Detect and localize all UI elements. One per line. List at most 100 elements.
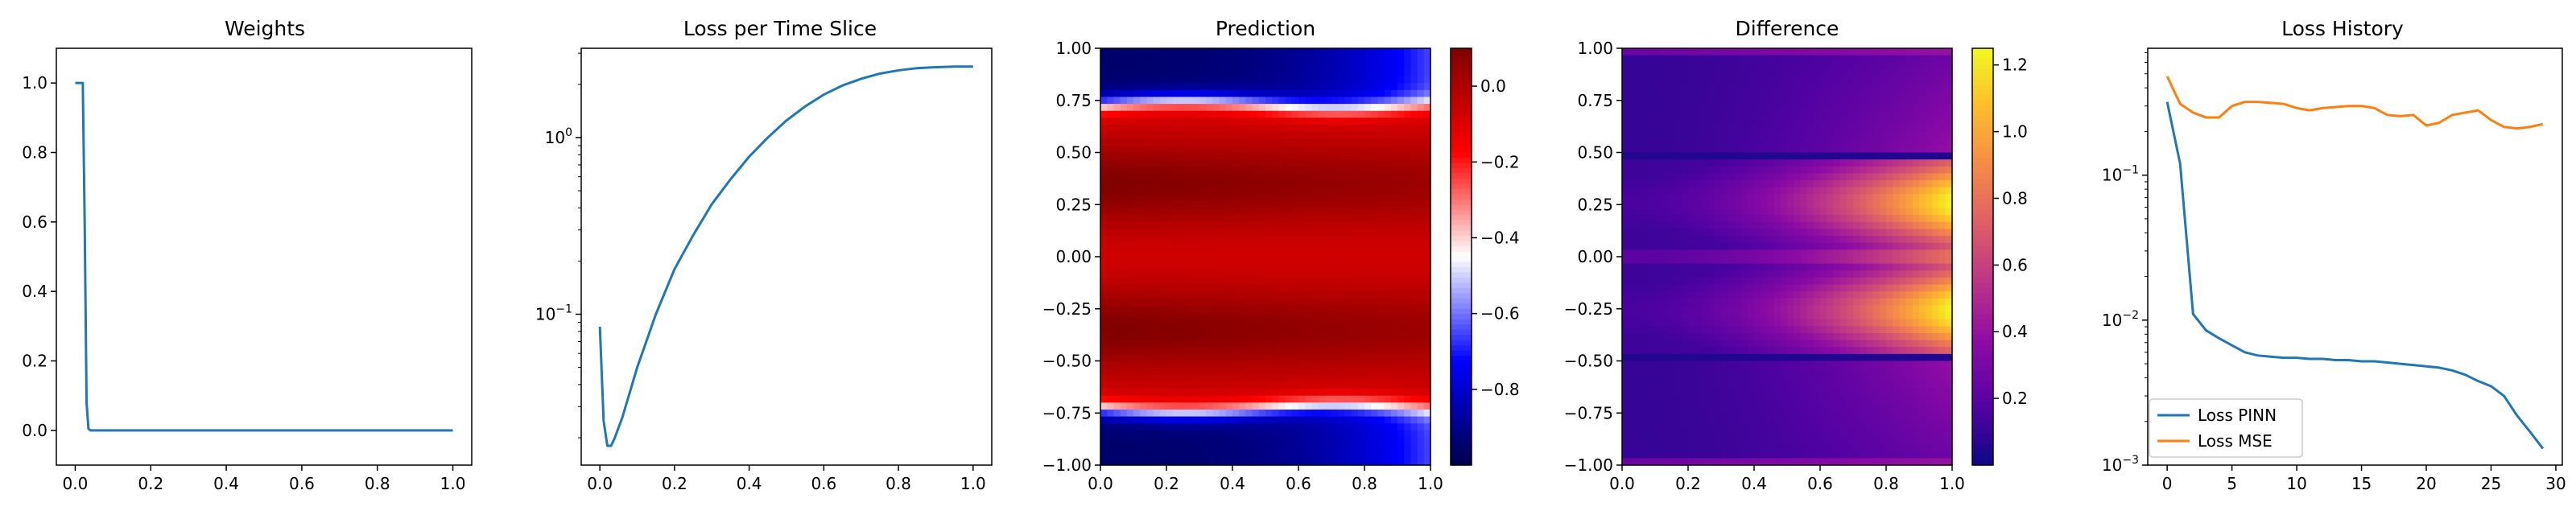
prediction-cell: [1305, 173, 1312, 181]
prediction-cell: [1351, 180, 1359, 188]
prediction-cell: [1357, 48, 1365, 56]
prediction-cell: [1384, 360, 1392, 369]
prediction-cell: [1324, 395, 1332, 403]
prediction-cell: [1159, 76, 1167, 84]
prediction-cell: [1272, 236, 1279, 244]
difference-cell: [1761, 270, 1768, 278]
prediction-cell: [1206, 368, 1213, 376]
difference-cell: [1806, 347, 1814, 355]
difference-cell: [1662, 381, 1669, 389]
prediction-cell: [1278, 263, 1286, 271]
prediction-cell: [1410, 305, 1418, 313]
difference-cell: [1794, 166, 1801, 174]
prediction-cell: [1377, 55, 1385, 63]
difference-cell: [1688, 340, 1695, 348]
difference-cell: [1622, 110, 1629, 118]
prediction-cell: [1390, 117, 1398, 126]
prediction-cell: [1192, 104, 1200, 112]
prediction-cell: [1225, 159, 1233, 167]
difference-cell: [1648, 221, 1656, 230]
prediction-cell: [1364, 437, 1372, 445]
difference-cell: [1688, 104, 1695, 112]
difference-cell: [1740, 180, 1748, 188]
difference-cell: [1780, 347, 1788, 355]
difference-cell: [1747, 152, 1755, 160]
prediction-cell: [1305, 124, 1312, 133]
difference-cell: [1721, 215, 1728, 223]
difference-cell: [1681, 104, 1689, 112]
difference-cell: [1728, 270, 1735, 278]
prediction-cell: [1397, 319, 1405, 327]
prediction-cell: [1146, 360, 1154, 369]
difference-cell: [1668, 430, 1676, 439]
prediction-cell: [1331, 277, 1339, 286]
prediction-cell: [1179, 152, 1187, 160]
prediction-cell: [1344, 76, 1352, 84]
prediction-colorbar-segment: [1451, 131, 1472, 138]
prediction-cell: [1140, 263, 1147, 271]
prediction-cell: [1278, 284, 1286, 292]
prediction-cell: [1410, 166, 1418, 174]
difference-cell: [1701, 291, 1709, 299]
difference-cell: [1674, 180, 1682, 188]
prediction-cell: [1397, 305, 1405, 313]
prediction-cell: [1364, 416, 1372, 424]
prediction-cell: [1291, 152, 1299, 160]
prediction-cell: [1206, 451, 1213, 459]
prediction-cell: [1377, 395, 1385, 403]
prediction-cell: [1186, 173, 1194, 181]
prediction-cell: [1351, 395, 1359, 403]
difference-cell: [1641, 381, 1649, 389]
difference-cell: [1728, 389, 1735, 397]
difference-cell: [1721, 89, 1728, 98]
prediction-cell: [1239, 416, 1246, 424]
difference-cell: [1714, 110, 1722, 118]
difference-cell: [1668, 458, 1676, 466]
prediction-cell: [1133, 68, 1141, 77]
prediction-colorbar-segment: [1451, 230, 1472, 237]
prediction-cell: [1298, 347, 1306, 355]
prediction-cell: [1305, 194, 1312, 202]
prediction-cell: [1239, 332, 1246, 341]
prediction-cell: [1311, 395, 1319, 403]
difference-cell: [1800, 76, 1808, 84]
prediction-cell: [1219, 298, 1227, 307]
prediction-cell: [1384, 110, 1392, 118]
prediction-cell: [1417, 277, 1425, 286]
difference-cell: [1662, 340, 1669, 348]
prediction-cell: [1338, 152, 1345, 160]
prediction-cell: [1364, 200, 1372, 209]
prediction-cell: [1318, 138, 1326, 146]
prediction-cell: [1219, 368, 1227, 376]
prediction-cell: [1146, 277, 1154, 286]
prediction-cell: [1252, 76, 1260, 84]
prediction-cell: [1206, 55, 1213, 63]
prediction-cell: [1159, 395, 1167, 403]
prediction-cell: [1140, 145, 1147, 154]
difference-cell: [1721, 229, 1728, 237]
difference-cell: [1635, 200, 1643, 209]
difference-cell: [1773, 284, 1781, 292]
prediction-cell: [1192, 89, 1200, 98]
prediction-cell: [1384, 138, 1392, 146]
prediction-cell: [1278, 229, 1286, 237]
prediction-cell: [1278, 381, 1286, 389]
prediction-cell: [1285, 76, 1293, 84]
difference-cell: [1622, 97, 1629, 105]
difference-cell: [1767, 76, 1775, 84]
difference-cell: [1668, 284, 1676, 292]
prediction-cell: [1159, 347, 1167, 355]
prediction-cell: [1212, 215, 1220, 223]
difference-cell: [1767, 97, 1775, 105]
difference-cell: [1641, 152, 1649, 160]
prediction-cell: [1186, 83, 1194, 91]
prediction-cell: [1305, 291, 1312, 299]
difference-cell: [1695, 159, 1702, 167]
prediction-cell: [1173, 437, 1180, 445]
prediction-cell: [1258, 263, 1266, 271]
prediction-cell: [1206, 402, 1213, 410]
prediction-cell: [1410, 180, 1418, 188]
difference-cell: [1728, 242, 1735, 250]
difference-cell: [1707, 257, 1715, 265]
prediction-cell: [1159, 319, 1167, 327]
